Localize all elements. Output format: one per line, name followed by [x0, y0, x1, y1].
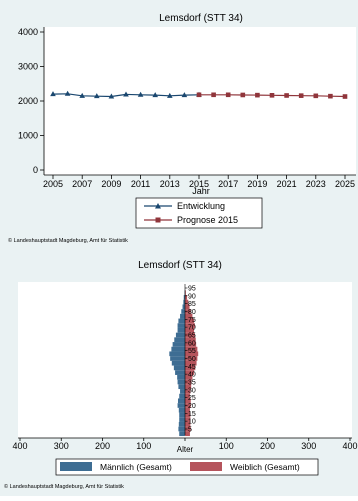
pyramid-bar-male [178, 323, 185, 328]
legend-maennlich-label: Männlich (Gesamt) [100, 462, 172, 472]
pyramid-age-tick-label: 90 [188, 293, 196, 300]
pyramid-bar-male [183, 304, 185, 309]
pyramid-age-tick-label: 20 [188, 403, 196, 410]
pyramid-age-tick-label: 70 [188, 325, 196, 332]
chart2-title: Lemsdorf (STT 34) [138, 260, 222, 271]
chart1-y-tick-label: 4000 [18, 27, 38, 37]
chart1-x-tick-label: 2005 [43, 179, 63, 189]
pyramid-age-tick-label: 65 [188, 333, 196, 340]
chart2-credit: © Landeshauptstadt Magdeburg, Amt für St… [4, 483, 124, 490]
legend-prognose-marker [156, 218, 161, 223]
chart2-x-tick-label: 100 [219, 441, 234, 451]
pyramid-bar-male [175, 370, 185, 375]
pyramid-bar-male [170, 356, 185, 361]
chart1-x-tick-label: 2013 [160, 179, 180, 189]
chart1-point-2 [241, 93, 246, 98]
pyramid-bar-male [179, 431, 185, 436]
pyramid-bar-male [171, 347, 185, 352]
chart2-x-tick-label: 300 [301, 441, 316, 451]
pyramid-age-tick-label: 50 [188, 356, 196, 363]
pyramid-age-tick-label: 25 [188, 395, 196, 402]
chart2-x-tick-label: 200 [95, 441, 110, 451]
chart2-x-tick-label: 400 [342, 441, 357, 451]
chart2-x-tick-label: 100 [136, 441, 151, 451]
pyramid-bar-male [180, 314, 185, 319]
chart1-y-tick-label: 0 [33, 165, 38, 175]
pyramid-bar-male [180, 389, 185, 394]
pyramid-age-tick-label: 5 [188, 427, 192, 434]
chart1-x-tick-label: 2021 [277, 179, 297, 189]
legend-entwicklung-label: Entwicklung [177, 201, 225, 211]
chart1-y-tick-label: 3000 [18, 62, 38, 72]
pyramid-bar-male [169, 351, 185, 356]
chart2-x-tick-label: 400 [12, 441, 27, 451]
chart1-point-2 [226, 92, 231, 97]
pyramid-bar-male [174, 366, 185, 371]
chart1-point-2 [284, 93, 289, 98]
chart1-x-tick-label: 2009 [101, 179, 121, 189]
pyramid-bar-male [178, 328, 185, 333]
chart1-credit: © Landeshauptstadt Magdeburg, Amt für St… [8, 237, 128, 244]
chart1-y-tick-label: 2000 [18, 96, 38, 106]
chart2-x-tick-label: 300 [54, 441, 69, 451]
pyramid-age-tick-label: 40 [188, 372, 196, 379]
chart1-point-2 [211, 92, 216, 97]
chart1-x-tick-label: 2019 [247, 179, 267, 189]
chart1-legend: Entwicklung Prognose 2015 [136, 198, 262, 228]
chart1-x-tick-label: 2025 [335, 179, 355, 189]
pyramid-bar-male [178, 380, 185, 385]
pyramid-bar-male [178, 384, 185, 389]
pyramid-age-tick-label: 35 [188, 380, 196, 387]
pyramid-age-tick-label: 60 [188, 340, 196, 347]
chart1-plot-area [44, 27, 356, 175]
chart1-point-2 [299, 93, 304, 98]
pyramid-age-tick-label: 55 [188, 348, 196, 355]
chart1-x-tick-label: 2007 [72, 179, 92, 189]
pyramid-bar-male [174, 337, 185, 342]
chart1-point-2 [270, 93, 275, 98]
chart1-x-tick-label: 2017 [218, 179, 238, 189]
pyramid-bar-male [172, 361, 185, 366]
pyramid-age-tick-label: 15 [188, 411, 196, 418]
pyramid-bar-male [177, 375, 185, 380]
pyramid-bar-male [178, 398, 185, 403]
chart1-point-2 [343, 94, 348, 99]
pyramid-bar-male [179, 394, 185, 399]
chart1-point-2 [255, 93, 260, 98]
pyramid-age-tick-label: 80 [188, 309, 196, 316]
legend-maennlich-swatch [60, 462, 92, 471]
pyramid-bar-male [179, 408, 185, 413]
chart1-x-tick-label: 2023 [306, 179, 326, 189]
pyramid-bar-male [179, 417, 185, 422]
chart1-title: Lemsdorf (STT 34) [159, 13, 243, 24]
pyramid-age-tick-label: 45 [188, 364, 196, 371]
chart1-point-2 [328, 94, 333, 99]
chart1-point-2 [197, 92, 202, 97]
pyramid-age-tick-label: 30 [188, 387, 196, 394]
pyramid-bar-male [178, 319, 185, 324]
pyramid-bar-male [173, 342, 185, 347]
pyramid-bar-male [178, 403, 185, 408]
chart2-center-label: Alter [177, 445, 194, 454]
pyramid-bar-male [179, 422, 185, 427]
legend-prognose-label: Prognose 2015 [177, 215, 238, 225]
chart1-y-tick-label: 1000 [18, 131, 38, 141]
chart1-xlabel: Jahr [192, 186, 210, 196]
chart1-point-2 [314, 94, 319, 99]
pyramid-bar-male [176, 333, 185, 338]
legend-weiblich-swatch [190, 462, 222, 471]
pyramid-bar-male [178, 427, 185, 432]
pyramid-age-tick-label: 75 [188, 317, 196, 324]
chart2-legend: Männlich (Gesamt) Weiblich (Gesamt) [56, 459, 318, 475]
legend-weiblich-label: Weiblich (Gesamt) [230, 462, 300, 472]
chart2-x-tick-label: 200 [260, 441, 275, 451]
pyramid-bar-male [179, 413, 185, 418]
pyramid-bar-male [181, 309, 185, 314]
chart1-x-tick-label: 2011 [131, 179, 150, 189]
pyramid-age-tick-label: 10 [188, 419, 196, 426]
pyramid-age-tick-label: 95 [188, 286, 196, 293]
pyramid-age-tick-label: 85 [188, 301, 196, 308]
